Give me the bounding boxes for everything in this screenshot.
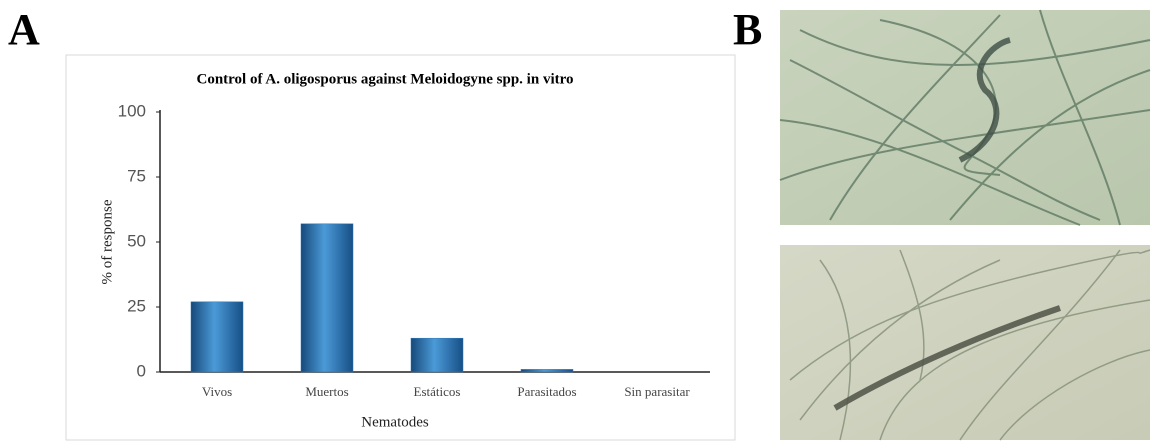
bar <box>191 302 243 372</box>
x-tick-label: Vivos <box>202 384 232 399</box>
micrograph <box>780 10 1150 225</box>
x-axis-label: Nematodes <box>361 414 429 430</box>
panel-label: B <box>733 5 762 54</box>
y-tick-label: 0 <box>137 361 146 380</box>
y-tick-label: 50 <box>127 231 146 250</box>
chart-frame <box>66 55 735 440</box>
panel-label: A <box>8 5 40 54</box>
x-tick-label: Estáticos <box>414 384 461 399</box>
micrograph <box>780 245 1150 440</box>
bar <box>301 224 353 372</box>
x-tick-label: Parasitados <box>517 384 576 399</box>
bar <box>411 338 463 372</box>
y-tick-label: 100 <box>118 101 146 120</box>
figure: A Control of A. oligosporus against Melo… <box>0 0 1159 443</box>
y-axis-label: % of response <box>99 199 115 284</box>
y-tick-label: 75 <box>127 166 146 185</box>
y-tick-label: 25 <box>127 296 146 315</box>
x-tick-label: Muertos <box>305 384 348 399</box>
chart-title: Control of A. oligosporus against Meloid… <box>197 71 574 87</box>
x-tick-label: Sin parasitar <box>624 384 690 399</box>
bar <box>521 369 573 372</box>
